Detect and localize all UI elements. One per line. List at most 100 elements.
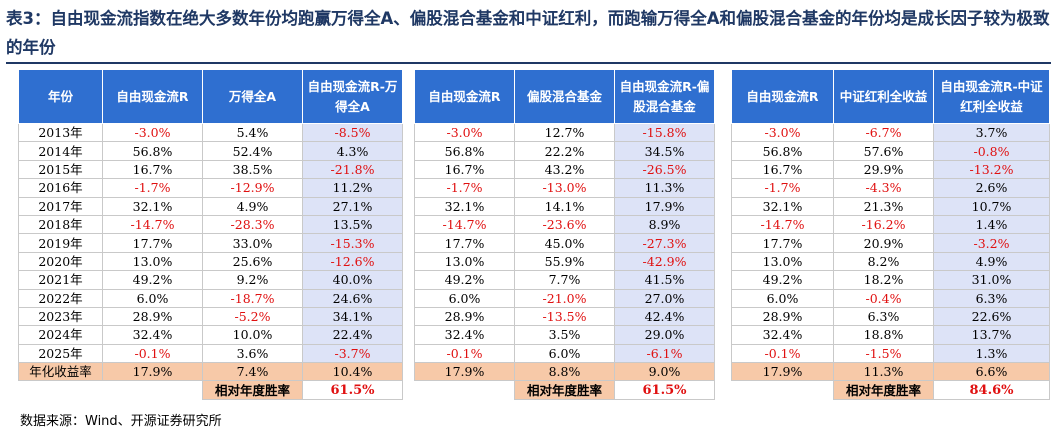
value-cell: 57.6%	[833, 141, 934, 161]
value-cell: 14.1%	[514, 196, 615, 216]
value-cell: 56.8%	[731, 141, 834, 161]
value-cell: 45.0%	[514, 233, 615, 253]
blank-cell	[102, 380, 203, 400]
value-cell: 4.3%	[302, 141, 403, 161]
value-cell: -1.7%	[102, 178, 203, 198]
value-cell: 32.1%	[102, 196, 203, 216]
value-cell: 25.6%	[202, 251, 303, 272]
table-row: -14.7% -23.6% 8.9%	[414, 214, 715, 235]
value-cell: -42.9%	[614, 251, 715, 272]
value-cell: 33.0%	[202, 233, 303, 253]
value-cell: 22.6%	[933, 306, 1050, 327]
year-cell: 2023年	[18, 306, 103, 327]
annualized-return-row: 17.9% 8.8% 9.0%	[414, 362, 715, 382]
annualized-return-row: 17.9% 11.3% 6.6%	[731, 362, 1050, 382]
table-vs-wind-a: 年份 自由现金流R 万得全A 自由现金流R-万得全A 2013年 -3.0% 5.4…	[18, 69, 403, 400]
value-cell: 6.0%	[731, 288, 834, 308]
value-cell: -21.0%	[514, 288, 615, 308]
value-cell: 34.5%	[614, 141, 715, 161]
value-cell: -0.4%	[833, 288, 934, 308]
value-cell: 16.7%	[414, 159, 515, 180]
year-cell: 2018年	[18, 214, 103, 235]
year-cell: 2022年	[18, 288, 103, 308]
value-cell: -13.0%	[514, 178, 615, 198]
value-cell: 32.1%	[414, 196, 515, 216]
annualized-return-cell: 11.3%	[833, 362, 934, 382]
table-row: 2017年 32.1% 4.9% 27.1%	[18, 196, 403, 216]
value-cell: 27.0%	[614, 288, 715, 308]
table-row: 16.7% 29.9% -13.2%	[731, 159, 1050, 180]
win-rate-row: 相对年度胜率 84.6%	[731, 380, 1050, 400]
value-cell: 52.4%	[202, 141, 303, 161]
value-cell: 56.8%	[414, 141, 515, 161]
value-cell: 40.0%	[302, 270, 403, 290]
value-cell: 22.2%	[514, 141, 615, 161]
value-cell: 1.4%	[933, 214, 1050, 235]
value-cell: 16.7%	[731, 159, 834, 180]
value-cell: 12.7%	[514, 122, 615, 143]
annualized-return-cell: 9.0%	[614, 362, 715, 382]
value-cell: -3.0%	[731, 122, 834, 143]
value-cell: 5.4%	[202, 122, 303, 143]
table-row: 16.7% 43.2% -26.5%	[414, 159, 715, 180]
table-row: 2015年 16.7% 38.5% -21.8%	[18, 159, 403, 180]
table-row: 2014年 56.8% 52.4% 4.3%	[18, 141, 403, 161]
value-cell: 9.2%	[202, 270, 303, 290]
value-cell: 28.9%	[731, 306, 834, 327]
annualized-return-cell: 17.9%	[102, 362, 203, 382]
value-cell: 17.7%	[414, 233, 515, 253]
value-cell: 17.9%	[614, 196, 715, 216]
value-cell: -6.1%	[614, 343, 715, 364]
table-row: 17.7% 45.0% -27.3%	[414, 233, 715, 253]
value-cell: 4.9%	[933, 251, 1050, 272]
annualized-return-cell: 10.4%	[302, 362, 403, 382]
value-cell: 32.1%	[731, 196, 834, 216]
annualized-return-cell: 8.8%	[514, 362, 615, 382]
value-cell: 49.2%	[731, 270, 834, 290]
value-cell: 3.7%	[933, 122, 1050, 143]
value-cell: 6.0%	[414, 288, 515, 308]
value-cell: 10.7%	[933, 196, 1050, 216]
value-cell: 29.9%	[833, 159, 934, 180]
value-cell: 6.0%	[514, 343, 615, 364]
value-cell: 27.1%	[302, 196, 403, 216]
blank-cell	[18, 380, 103, 400]
annualized-return-label: 年化收益率	[18, 362, 103, 382]
win-rate-value: 61.5%	[302, 380, 403, 400]
col-header: 自由现金流R	[731, 69, 834, 124]
value-cell: -0.1%	[731, 343, 834, 364]
value-cell: 10.0%	[202, 325, 303, 345]
value-cell: -15.8%	[614, 122, 715, 143]
value-cell: 11.2%	[302, 178, 403, 198]
value-cell: 8.2%	[833, 251, 934, 272]
value-cell: -27.3%	[614, 233, 715, 253]
table-row: 32.1% 21.3% 10.7%	[731, 196, 1050, 216]
col-header: 偏股混合基金	[514, 69, 615, 124]
table-row: -3.0% -6.7% 3.7%	[731, 122, 1050, 143]
value-cell: -4.3%	[833, 178, 934, 198]
table-row: 2018年 -14.7% -28.3% 13.5%	[18, 214, 403, 235]
value-cell: -28.3%	[202, 214, 303, 235]
data-source-note: 数据来源：Wind、开源证券研究所	[20, 414, 222, 429]
value-cell: -3.7%	[302, 343, 403, 364]
table-row: 2022年 6.0% -18.7% 24.6%	[18, 288, 403, 308]
value-cell: -3.0%	[102, 122, 203, 143]
table-row: 2023年 28.9% -5.2% 34.1%	[18, 306, 403, 327]
year-cell: 2013年	[18, 122, 103, 143]
value-cell: 41.5%	[614, 270, 715, 290]
value-cell: 38.5%	[202, 159, 303, 180]
value-cell: -1.5%	[833, 343, 934, 364]
value-cell: 20.9%	[833, 233, 934, 253]
col-header: 自由现金流R-中证红利全收益	[933, 69, 1050, 124]
value-cell: 13.7%	[933, 325, 1050, 345]
table-row: -3.0% 12.7% -15.8%	[414, 122, 715, 143]
value-cell: -14.7%	[414, 214, 515, 235]
value-cell: -23.6%	[514, 214, 615, 235]
table-vs-equity-fund: 自由现金流R 偏股混合基金 自由现金流R-偏股混合基金 -3.0% 12.7% -1…	[414, 69, 715, 400]
value-cell: -1.7%	[731, 178, 834, 198]
value-cell: -0.1%	[414, 343, 515, 364]
value-cell: -1.7%	[414, 178, 515, 198]
col-header: 中证红利全收益	[833, 69, 934, 124]
win-rate-value: 84.6%	[933, 380, 1050, 400]
value-cell: 43.2%	[514, 159, 615, 180]
